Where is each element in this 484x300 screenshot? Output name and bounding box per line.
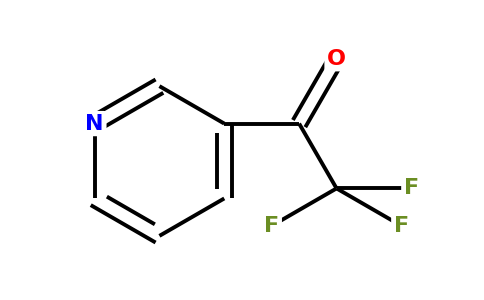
Text: F: F bbox=[394, 216, 409, 236]
Text: O: O bbox=[327, 49, 346, 69]
Text: F: F bbox=[264, 216, 279, 236]
Text: F: F bbox=[404, 178, 419, 198]
Text: N: N bbox=[85, 114, 104, 134]
